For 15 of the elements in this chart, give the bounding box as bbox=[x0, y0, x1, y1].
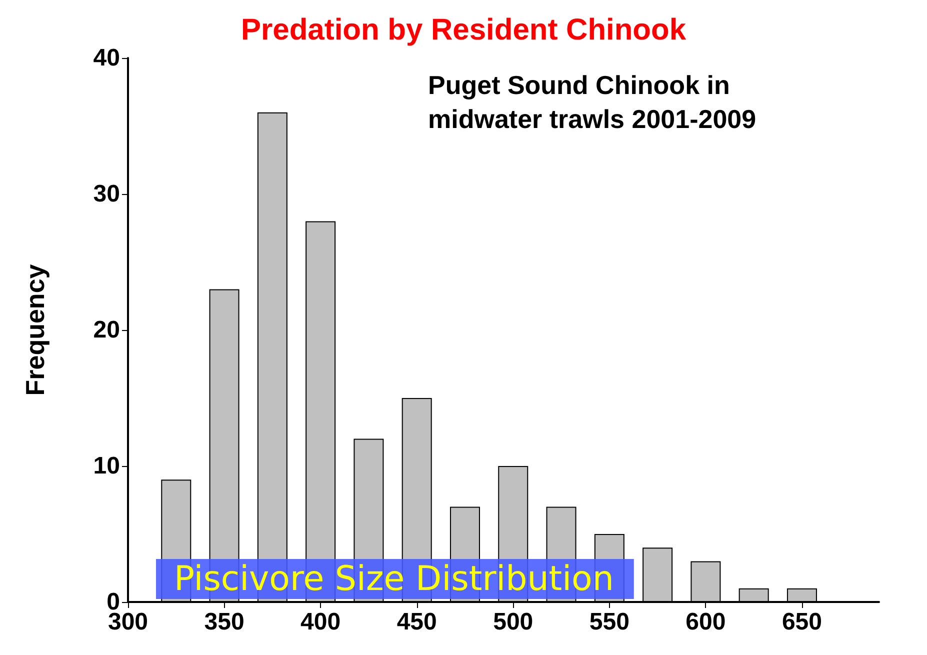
y-tick-label: 10 bbox=[93, 452, 120, 480]
x-tick-label: 400 bbox=[300, 608, 341, 636]
x-tick-label: 650 bbox=[782, 608, 822, 636]
annotation: Puget Sound Chinook in midwater trawls 2001-2009 bbox=[428, 70, 756, 134]
y-tick-label: 30 bbox=[93, 180, 120, 208]
annotation: Piscivore Size Distribution bbox=[174, 559, 614, 599]
x-tick-label: 550 bbox=[589, 608, 630, 636]
x-tick-label: 600 bbox=[686, 608, 726, 636]
x-tick-label: 450 bbox=[396, 608, 437, 636]
y-tick-label: 40 bbox=[93, 44, 120, 72]
chart-title: Predation by Resident Chinook bbox=[240, 14, 686, 46]
y-tick-label: 20 bbox=[93, 316, 120, 344]
x-tick-label: 350 bbox=[204, 608, 244, 636]
x-tick-label: 500 bbox=[493, 608, 534, 636]
y-axis-title: Frequency bbox=[20, 264, 50, 396]
